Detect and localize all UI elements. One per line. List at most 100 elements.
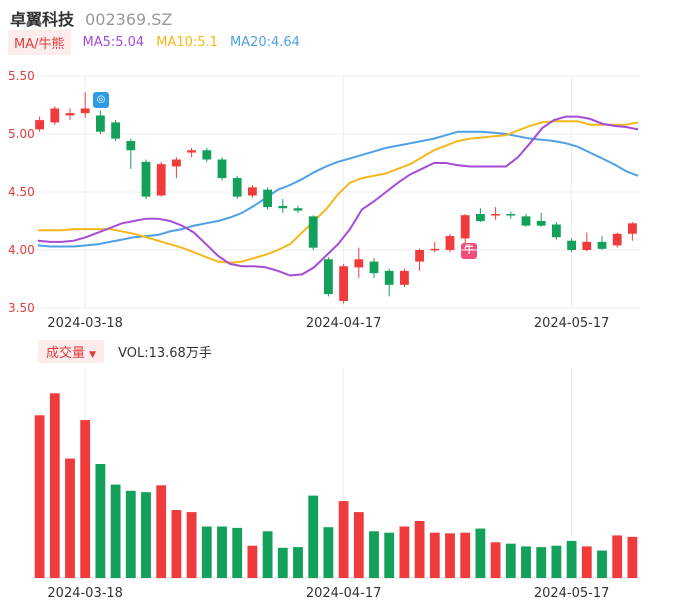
volume-bar (323, 527, 334, 578)
volume-bar (597, 550, 607, 578)
volume-bar (566, 540, 577, 578)
candle-body (369, 261, 379, 274)
volume-bar (110, 484, 121, 578)
ma-bull-bear-button[interactable]: MA/牛熊 (8, 29, 71, 55)
price-tick-label: 3.50 (8, 301, 35, 315)
ma20-label: MA20:4.64 (229, 34, 300, 50)
ma-legend: MA/牛熊 MA5:5.04 MA10:5.1 MA20:4.64 (8, 29, 300, 55)
volume-bar (80, 420, 91, 578)
candle-body (80, 108, 90, 114)
volume-bar (156, 485, 167, 578)
volume-bar (384, 532, 395, 578)
price-tick-label: 4.50 (8, 185, 35, 199)
candle-body (415, 250, 425, 262)
volume-bar (125, 490, 136, 578)
volume-bar (551, 545, 562, 578)
candle-body (551, 224, 561, 238)
volume-bar (141, 492, 151, 578)
candle-body (627, 223, 637, 234)
volume-bar (627, 536, 638, 578)
volume-bar (369, 531, 379, 578)
stock-code: 002369.SZ (85, 10, 173, 29)
price-tick-label: 5.50 (8, 69, 35, 83)
candle-body (247, 187, 257, 196)
candle-body (111, 122, 121, 139)
volume-value: VOL:13.68万手 (118, 345, 212, 361)
volume-bar (262, 531, 273, 578)
volume-indicator-label: 成交量 (46, 345, 86, 361)
volume-bar (95, 464, 106, 578)
candle-body (308, 216, 318, 248)
volume-bar (186, 512, 197, 578)
volume-indicator-dropdown[interactable]: 成交量 ▼ (38, 339, 105, 363)
candle-body (354, 259, 364, 268)
candle-body (126, 140, 136, 151)
candle-body (217, 159, 227, 179)
candle-body (399, 270, 409, 285)
candle-body (506, 214, 516, 216)
volume-bar (293, 547, 303, 578)
volume-bar (217, 526, 227, 578)
candle-body (232, 178, 242, 197)
candle-body (339, 266, 349, 302)
candle-body (95, 115, 105, 132)
candle-body (202, 150, 212, 160)
header: 卓翼科技 002369.SZ (10, 6, 173, 29)
candle-body (460, 215, 470, 239)
volume-bar (232, 527, 243, 578)
candle-body (323, 259, 333, 295)
volume-bar (505, 543, 516, 578)
volume-date-tick-label: 2024-03-18 (47, 586, 123, 601)
caret-down-icon: ▼ (89, 349, 97, 360)
candle-body (156, 164, 166, 196)
buy-signal-icon[interactable]: ◎ (93, 92, 109, 108)
ma5-label: MA5:5.04 (82, 34, 145, 50)
volume-bar (445, 533, 455, 578)
volume-bar (612, 535, 623, 578)
ma20-line (37, 130, 639, 248)
volume-bar (581, 546, 592, 578)
candle-body (141, 161, 151, 197)
date-tick-label: 2024-03-18 (47, 316, 123, 331)
date-tick-label: 2024-04-17 (306, 316, 382, 331)
candle-body (278, 205, 288, 209)
stock-name: 卓翼科技 (10, 10, 75, 29)
candle-body (597, 241, 607, 249)
volume-bar (338, 501, 349, 578)
candle-body (445, 236, 455, 250)
candle-body (293, 208, 303, 211)
candle-body (65, 113, 75, 116)
candle-body (567, 240, 577, 250)
volume-bar (414, 521, 425, 578)
volume-bar (65, 458, 75, 578)
candle-body (187, 150, 197, 153)
volume-date-tick-label: 2024-04-17 (306, 586, 382, 601)
volume-bar (475, 528, 486, 578)
volume-bar (399, 526, 410, 578)
volume-bar (536, 547, 547, 578)
volume-bar (521, 546, 531, 578)
ma10-line (38, 120, 639, 264)
volume-bar (353, 512, 364, 578)
volume-bar (429, 532, 440, 578)
candle-body (582, 241, 592, 250)
date-tick-label: 2024-05-17 (534, 316, 610, 331)
volume-bar (171, 510, 182, 578)
candle-body (475, 214, 485, 221)
candle-body (171, 159, 181, 167)
candle-body (263, 189, 273, 208)
candle-body (536, 221, 546, 226)
candle-body (491, 214, 501, 216)
volume-date-tick-label: 2024-05-17 (534, 586, 610, 601)
ma10-label: MA10:5.1 (156, 34, 218, 50)
candle-body (50, 108, 60, 123)
volume-bar (460, 532, 471, 578)
volume-bar (247, 545, 258, 578)
price-tick-label: 5.00 (8, 127, 35, 141)
candle-body (35, 120, 45, 130)
candle-body (521, 216, 531, 226)
volume-legend: 成交量 ▼ VOL:13.68万手 (38, 339, 212, 363)
candle-body (384, 270, 394, 285)
volume-bar (490, 542, 501, 578)
